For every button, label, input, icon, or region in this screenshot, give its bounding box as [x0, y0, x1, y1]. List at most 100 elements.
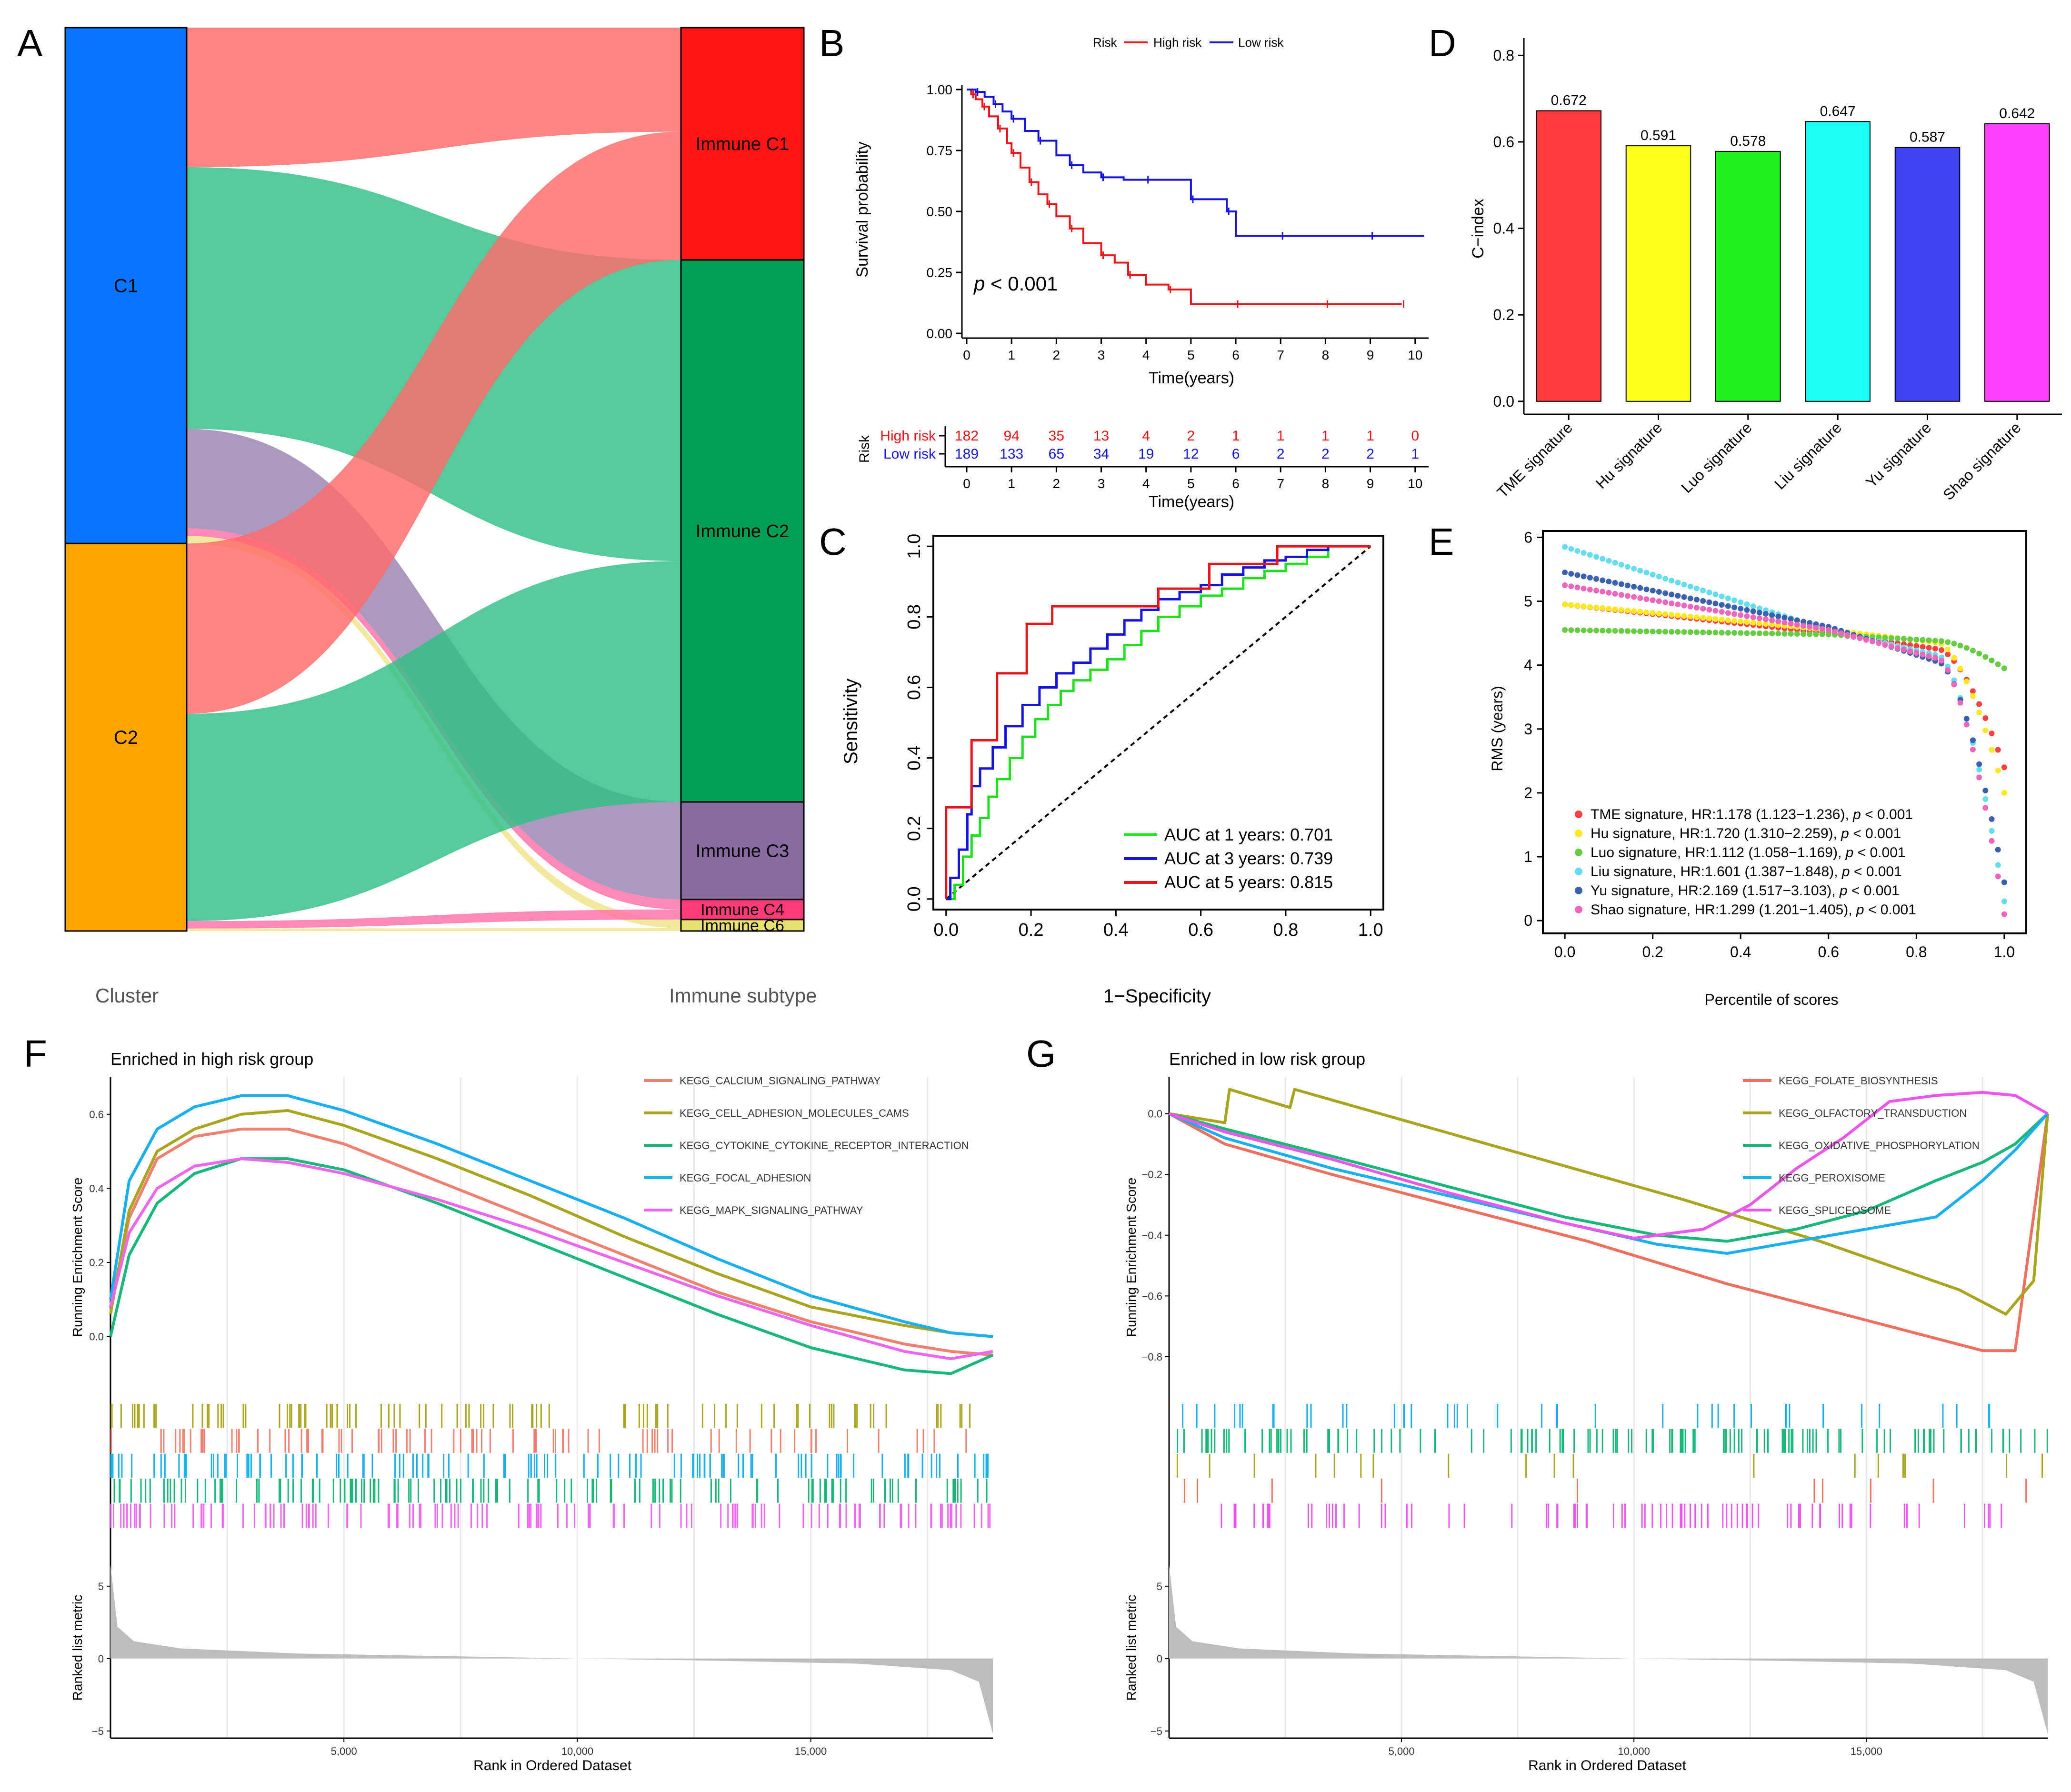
risk-row-label-low-risk: Low risk — [883, 446, 936, 462]
rms-point-yu-signature — [1970, 737, 1976, 743]
sankey-node-immune-c1 — [680, 27, 805, 261]
gsea-top-y-tick-label: 0.2 — [89, 1257, 104, 1269]
risk-count-low-risk: 2 — [1277, 446, 1285, 462]
rms-point-hu-signature — [1568, 602, 1574, 608]
rms-point-luo-signature — [1744, 630, 1750, 636]
rms-point-hu-signature — [1631, 608, 1637, 614]
rms-point-luo-signature — [1825, 631, 1831, 638]
rms-point-hu-signature — [1738, 619, 1744, 625]
rms-point-luo-signature — [1920, 637, 1926, 643]
rms-point-luo-signature — [1781, 631, 1788, 637]
gsea-curve-kegg-peroxisome — [1168, 1112, 2049, 1255]
rms-point-luo-signature — [1587, 627, 1593, 633]
sankey-right-axis-label: Immune subtype — [669, 984, 817, 1007]
rms-point-yu-signature — [1963, 716, 1970, 722]
rms-point-hu-signature — [1995, 768, 2001, 774]
gsea-high-title: Enriched in high risk group — [110, 1049, 313, 1069]
roc-x-tick-label: 0.8 — [1273, 920, 1299, 940]
panel-c-roc: 0.0 0.0 0.2 0.2 0.4 0.4 0.6 0.6 0.8 0.8 1.0 1.0 1−S… — [840, 534, 1384, 1007]
roc-x-tick-label: 0.2 — [1019, 920, 1044, 940]
rms-point-yu-signature — [1976, 761, 1982, 767]
rms-point-liu-signature — [2001, 898, 2007, 904]
roc-xlabel: 1−Specificity — [1103, 986, 1211, 1007]
rms-point-yu-signature — [1562, 570, 1568, 576]
rms-point-luo-signature — [1913, 637, 1920, 643]
rms-point-liu-signature — [1687, 583, 1693, 590]
gsea-legend-label: KEGG_SPLICEOSOME — [1779, 1204, 1891, 1216]
gsea-curve-kegg-focal-adhesion — [109, 1094, 993, 1338]
roc-y-tick-label: 0.8 — [904, 604, 924, 630]
rms-point-hu-signature — [1970, 693, 1976, 699]
rms-point-shao-signature — [1643, 596, 1650, 602]
gsea-bottom-y-tick-label: 5 — [1157, 1581, 1162, 1592]
rms-point-luo-signature — [1750, 630, 1756, 636]
rms-point-yu-signature — [1706, 599, 1712, 605]
rms-point-shao-signature — [1788, 621, 1794, 627]
gsea-legend-label: KEGG_MAPK_SIGNALING_PATHWAY — [680, 1204, 863, 1216]
rms-point-shao-signature — [1581, 585, 1587, 591]
rms-point-tme-signature — [1913, 643, 1920, 649]
rms-point-luo-signature — [1675, 629, 1681, 635]
rms-y-tick-label: 3 — [1524, 721, 1532, 738]
roc-legend-label: AUC at 3 years: 0.739 — [1164, 849, 1333, 868]
rms-y-tick-label: 0 — [1524, 912, 1532, 929]
rms-point-shao-signature — [1882, 641, 1888, 648]
rms-point-luo-signature — [1976, 651, 1982, 657]
roc-x-tick-label: 0.4 — [1103, 920, 1129, 940]
rms-point-hu-signature — [1982, 727, 1989, 733]
gsea-curve-kegg-oxidative-phosphorylation — [1169, 1112, 2049, 1243]
rms-point-hu-signature — [1574, 602, 1581, 609]
sankey-flow-c2-immune-c2 — [187, 561, 681, 921]
rms-xlabel: Percentile of scores — [1704, 991, 1838, 1008]
rms-point-hu-signature — [1618, 607, 1624, 613]
rms-point-shao-signature — [1970, 746, 1976, 752]
rms-point-shao-signature — [1669, 601, 1675, 607]
rms-point-shao-signature — [1982, 805, 1989, 811]
gsea-curve-kegg-folate-biosynthesis — [1168, 1112, 2049, 1352]
rms-point-shao-signature — [1656, 598, 1662, 604]
rms-legend-dot — [1575, 811, 1582, 818]
rms-point-shao-signature — [1939, 658, 1945, 664]
gsea-legend-label: KEGG_FOCAL_ADHESION — [680, 1172, 811, 1184]
km-y-tick-label: 1.00 — [927, 82, 953, 97]
rms-legend-label: TME signature, HR:1.178 (1.123−1.236), p… — [1591, 807, 1913, 822]
risk-count-low-risk: 133 — [1000, 446, 1023, 462]
rms-point-hu-signature — [1744, 619, 1750, 625]
sankey-flows — [187, 28, 681, 931]
gsea-bottom-y-tick-label: 5 — [98, 1581, 104, 1592]
rms-point-yu-signature — [1750, 608, 1756, 614]
roc-y-tick-label: 0.4 — [904, 745, 924, 771]
gsea-legend-label: KEGG_CALCIUM_SIGNALING_PATHWAY — [680, 1075, 880, 1087]
rms-point-hu-signature — [1700, 615, 1706, 621]
gsea-top-y-tick-label: 0.0 — [1148, 1108, 1162, 1120]
gsea-x-tick-label: 5,000 — [331, 1745, 357, 1757]
cindex-ylabel: C−index — [1469, 199, 1487, 259]
gsea-legend-label: KEGG_OXIDATIVE_PHOSPHORYLATION — [1779, 1140, 1980, 1151]
rms-point-luo-signature — [1939, 638, 1945, 644]
rms-point-liu-signature — [1669, 578, 1675, 584]
rms-point-luo-signature — [1574, 627, 1581, 633]
cindex-y-tick-label: 0.8 — [1493, 47, 1514, 64]
rms-point-shao-signature — [1857, 635, 1863, 641]
rms-point-shao-signature — [1562, 582, 1568, 589]
rms-point-yu-signature — [1982, 788, 1989, 794]
sankey-flow-c2-immune-c6 — [187, 928, 681, 931]
gsea-curve-kegg-calcium-signaling-pathway — [109, 1127, 993, 1357]
rms-point-shao-signature — [1687, 603, 1693, 610]
rms-point-yu-signature — [1581, 573, 1587, 580]
rms-point-luo-signature — [1731, 630, 1738, 636]
cindex-value-label: 0.647 — [1820, 103, 1856, 119]
rms-x-tick-label: 1.0 — [1994, 943, 2015, 961]
rms-point-liu-signature — [1624, 564, 1631, 570]
rms-point-luo-signature — [1656, 629, 1662, 635]
rms-point-luo-signature — [1593, 628, 1600, 634]
rms-point-liu-signature — [1976, 767, 1982, 773]
rms-point-liu-signature — [1631, 566, 1637, 572]
risk-count-low-risk: 2 — [1321, 446, 1330, 462]
rms-point-shao-signature — [1951, 681, 1957, 688]
rms-x-tick-label: 0.0 — [1554, 943, 1575, 961]
rms-point-shao-signature — [1807, 624, 1813, 630]
rms-point-yu-signature — [1719, 602, 1725, 608]
rms-point-liu-signature — [1995, 862, 2001, 868]
gsea-low-ylabel-top: Running Enrichment Score — [1124, 1178, 1139, 1337]
